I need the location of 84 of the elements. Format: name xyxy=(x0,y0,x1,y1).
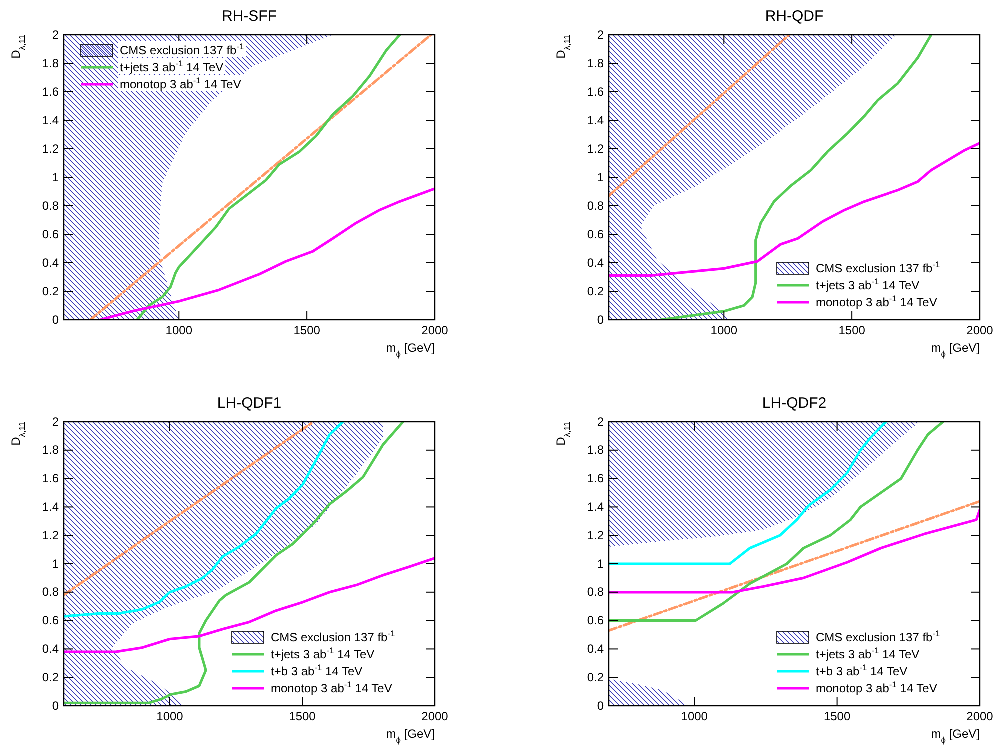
x-tick-label: 2000 xyxy=(422,710,449,724)
y-tick-label: 0.4 xyxy=(42,642,60,656)
y-tick-label: 0 xyxy=(597,312,604,327)
y-tick-label: 0.2 xyxy=(587,670,604,684)
x-tick-label: 1500 xyxy=(824,710,851,724)
y-tick-label: 0.2 xyxy=(587,284,604,298)
y-tick-label: 0.8 xyxy=(587,198,604,213)
y-tick-label: 0 xyxy=(52,312,60,327)
y-tick-label: 1.8 xyxy=(587,56,604,70)
y-tick-label: 1.8 xyxy=(42,56,60,70)
y-tick-label: 1.6 xyxy=(587,84,604,99)
y-tick-label: 1 xyxy=(597,170,604,184)
x-tick-label: 2000 xyxy=(422,324,449,338)
y-tick-label: 2 xyxy=(52,28,60,42)
x-axis-title: m$_{ϕ}$ [GeV] xyxy=(386,727,435,745)
y-tick-label: 1 xyxy=(52,556,60,571)
x-axis-title: m$_{ϕ}$ [GeV] xyxy=(386,341,435,359)
y-tick-label: 1.4 xyxy=(42,113,60,128)
y-tick-label: 0.2 xyxy=(42,670,60,684)
legend-label: monotop 3 ab$^{-1}$ 14 TeV xyxy=(120,76,242,92)
x-axis-title: m$_{ϕ}$ [GeV] xyxy=(931,727,980,745)
chart-title: RH-SFF xyxy=(222,8,277,25)
y-tick-label: 1.2 xyxy=(42,528,60,542)
y-tick-label: 0.8 xyxy=(587,585,604,600)
x-tick-label: 1000 xyxy=(710,324,738,338)
line-series xyxy=(99,188,435,320)
line-series xyxy=(64,422,344,618)
y-tick-label: 1 xyxy=(52,170,60,184)
y-tick-label: 1.2 xyxy=(587,142,604,156)
y-tick-label: 1.2 xyxy=(42,142,60,156)
y-tick-label: 0.4 xyxy=(42,256,60,270)
y-tick-label: 0.6 xyxy=(587,227,604,242)
y-tick-label: 0.6 xyxy=(587,614,604,628)
legend-label: monotop 3 ab$^{-1}$ 14 TeV xyxy=(816,294,938,310)
line-series xyxy=(609,422,944,622)
y-tick-label: 0 xyxy=(597,698,604,713)
y-tick-label: 1 xyxy=(597,556,604,571)
y-tick-label: 0.4 xyxy=(587,256,604,270)
x-tick-label: 1500 xyxy=(294,324,321,338)
x-tick-label: 1000 xyxy=(681,710,708,724)
y-tick-label: 1.6 xyxy=(42,472,60,486)
line-series xyxy=(609,422,888,566)
x-tick-label: 1500 xyxy=(838,324,866,338)
legend-label: t+jets 3 ab$^{-1}$ 14 TeV xyxy=(816,276,920,292)
legend-label: t+b 3 ab$^{-1}$ 14 TeV xyxy=(816,662,908,678)
legend-label: t+b 3 ab$^{-1}$ 14 TeV xyxy=(271,662,363,678)
y-tick-label: 2 xyxy=(597,414,604,429)
legend-label: CMS exclusion 137 fb$^{-1}$ xyxy=(120,42,245,58)
legend-label: monotop 3 ab$^{-1}$ 14 TeV xyxy=(816,680,938,696)
y-tick-label: 1.4 xyxy=(587,113,604,128)
y-tick-label: 1.8 xyxy=(587,443,604,458)
x-tick-label: 1000 xyxy=(156,710,184,724)
y-tick-label: 1.4 xyxy=(587,500,604,514)
legend-label: CMS exclusion 137 fb$^{-1}$ xyxy=(271,628,396,644)
chart-title: LH-QDF2 xyxy=(762,395,827,412)
x-tick-label: 1000 xyxy=(166,324,193,338)
y-tick-label: 1.8 xyxy=(42,443,60,458)
x-tick-label: 2000 xyxy=(966,324,994,338)
y-tick-label: 1.4 xyxy=(42,500,60,514)
y-tick-label: 0 xyxy=(52,698,60,713)
chart-title: LH-QDF1 xyxy=(217,395,282,412)
x-axis-title: m$_{ϕ}$ [GeV] xyxy=(931,341,980,359)
legend-label: CMS exclusion 137 fb$^{-1}$ xyxy=(816,628,941,644)
line-series xyxy=(609,142,980,278)
y-tick-label: 0.6 xyxy=(42,227,60,242)
legend-label: t+jets 3 ab$^{-1}$ 14 TeV xyxy=(816,646,920,662)
y-tick-label: 0.8 xyxy=(42,585,60,600)
legend-label: t+jets 3 ab$^{-1}$ 14 TeV xyxy=(120,58,224,74)
chart-title: RH-QDF xyxy=(765,8,824,25)
y-tick-label: 0.8 xyxy=(42,198,60,213)
y-tick-label: 0.6 xyxy=(42,614,60,628)
y-tick-label: 1.2 xyxy=(587,528,604,542)
y-tick-label: 1.6 xyxy=(587,472,604,486)
y-tick-label: 1.6 xyxy=(42,84,60,99)
line-series xyxy=(609,508,980,594)
legend-label: monotop 3 ab$^{-1}$ 14 TeV xyxy=(271,680,392,696)
legend-label: CMS exclusion 137 fb$^{-1}$ xyxy=(816,260,941,276)
y-tick-label: 2 xyxy=(597,28,604,42)
x-tick-label: 2000 xyxy=(966,710,994,724)
y-tick-label: 0.4 xyxy=(587,642,604,656)
y-tick-label: 2 xyxy=(52,414,60,429)
y-tick-label: 0.2 xyxy=(42,284,60,298)
x-tick-label: 1500 xyxy=(289,710,316,724)
legend-label: t+jets 3 ab$^{-1}$ 14 TeV xyxy=(271,646,375,662)
